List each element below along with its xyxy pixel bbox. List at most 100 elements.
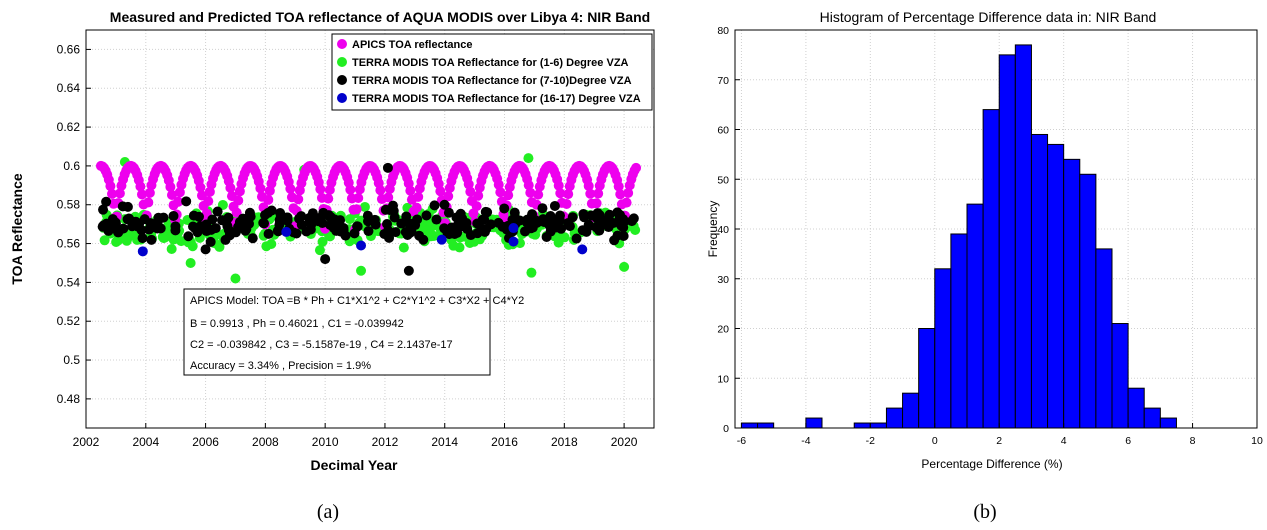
histogram-bar	[934, 268, 952, 429]
x-tick-label: 8	[1190, 435, 1196, 447]
y-tick-label: 0	[723, 423, 729, 435]
point-vza-7-10	[263, 228, 274, 239]
y-tick-label: 0.64	[57, 81, 81, 95]
histogram-bar	[740, 422, 759, 429]
point-apics	[555, 188, 566, 199]
point-apics	[561, 198, 572, 209]
y-tick-label: 10	[717, 373, 729, 385]
point-apics	[523, 180, 534, 191]
chart-b-y-label: Frequency	[706, 201, 720, 258]
point-vza-7-10	[403, 265, 414, 276]
point-apics	[593, 188, 604, 199]
point-vza-7-10	[396, 218, 407, 229]
point-vza-7-10	[497, 221, 508, 232]
point-apics	[105, 181, 116, 192]
point-vza-7-10	[443, 207, 454, 218]
histogram-bar	[950, 233, 968, 429]
y-tick-label: 80	[717, 25, 729, 37]
point-vza-7-10	[405, 227, 416, 238]
point-vza-1-6	[187, 241, 198, 252]
y-tick-label: 30	[717, 274, 729, 286]
histogram-bar	[1079, 173, 1097, 429]
point-vza-1-6	[230, 273, 241, 284]
point-apics	[233, 195, 244, 206]
point-vza-7-10	[479, 214, 490, 225]
point-vza-7-10	[188, 221, 199, 232]
point-apics	[114, 188, 125, 199]
point-vza-7-10	[181, 196, 192, 207]
point-vza-7-10	[205, 236, 216, 247]
point-vza-7-10	[418, 234, 429, 245]
point-apics	[174, 187, 185, 198]
y-tick-label: 70	[717, 75, 729, 87]
chart-a-y-ticks: 0.48 0.5 0.52 0.54 0.56 0.58 0.6 0.62 0.64 0.66	[57, 42, 91, 406]
point-apics	[166, 190, 177, 201]
point-vza-1-6	[356, 265, 367, 276]
histogram-bar	[869, 422, 887, 429]
point-apics	[471, 201, 482, 212]
y-tick-label: 0.6	[63, 159, 80, 173]
y-tick-label: 0.62	[57, 120, 81, 134]
y-tick-label: 0.52	[57, 314, 81, 328]
point-vza-7-10	[382, 219, 393, 230]
point-vza-7-10	[429, 200, 440, 211]
point-vza-1-6	[185, 257, 196, 268]
point-vza-7-10	[340, 230, 351, 241]
point-apics	[631, 162, 642, 173]
point-apics	[411, 202, 422, 213]
point-vza-7-10	[618, 222, 629, 233]
point-vza-7-10	[123, 213, 134, 224]
point-vza-7-10	[315, 212, 326, 223]
point-vza-7-10	[222, 220, 233, 231]
chart-a-legend: APICS TOA reflectance TERRA MODIS TOA Re…	[331, 33, 653, 111]
point-apics	[255, 183, 266, 194]
point-vza-7-10	[618, 231, 629, 242]
point-vza-7-10	[499, 203, 510, 214]
x-tick-label: 10	[1251, 435, 1263, 447]
chart-a-points	[95, 153, 642, 284]
annotation-line-2: B = 0.9913 , Ph = 0.46021 , C1 = -0.0399…	[190, 318, 404, 330]
legend-marker-vza-16-17	[337, 93, 347, 103]
point-vza-7-10	[234, 217, 245, 228]
point-vza-1-6	[176, 236, 187, 247]
legend-marker-vza-1-6	[337, 57, 347, 67]
point-apics	[135, 181, 146, 192]
point-vza-1-6	[121, 235, 132, 246]
point-vza-7-10	[604, 209, 615, 220]
point-vza-16-17	[356, 240, 367, 251]
point-vza-7-10	[230, 227, 241, 238]
point-apics	[413, 191, 424, 202]
point-vza-16-17	[137, 246, 148, 257]
point-vza-7-10	[583, 219, 594, 230]
histogram-bar	[1030, 133, 1049, 429]
point-apics	[473, 190, 484, 201]
point-vza-7-10	[107, 214, 118, 225]
histogram-bar	[1095, 248, 1113, 429]
point-vza-1-6	[99, 235, 110, 246]
point-apics	[613, 181, 624, 192]
point-vza-1-6	[398, 242, 409, 253]
point-vza-1-6	[454, 242, 465, 253]
y-tick-label: 0.5	[63, 353, 80, 367]
point-vza-7-10	[507, 214, 518, 225]
y-tick-label: 40	[717, 224, 729, 236]
caption-b: (b)	[973, 501, 996, 523]
histogram-bar	[998, 54, 1016, 429]
point-vza-7-10	[352, 221, 363, 232]
annotation-box	[183, 288, 491, 376]
chart-a-title: Measured and Predicted TOA reflectance o…	[110, 9, 650, 25]
point-vza-7-10	[331, 225, 342, 236]
x-tick-label: -6	[737, 435, 746, 447]
y-tick-label: 0.54	[57, 275, 81, 289]
point-apics	[533, 189, 544, 200]
point-apics	[493, 179, 504, 190]
point-vza-7-10	[183, 231, 194, 242]
point-apics	[225, 182, 236, 193]
histogram-bar	[757, 422, 775, 429]
point-vza-7-10	[307, 216, 318, 227]
point-apics	[323, 193, 334, 204]
histogram-bar	[885, 407, 904, 429]
point-vza-7-10	[571, 233, 582, 244]
chart-b-x-label: Percentage Difference (%)	[921, 457, 1062, 471]
x-tick-label: 2020	[611, 435, 638, 449]
